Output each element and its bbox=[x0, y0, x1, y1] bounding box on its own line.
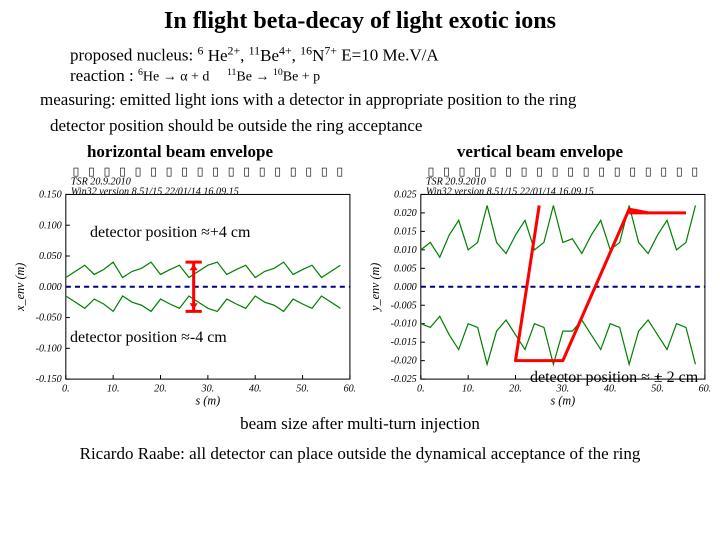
svg-text:-0.050: -0.050 bbox=[36, 313, 62, 324]
svg-text:-0.100: -0.100 bbox=[36, 343, 62, 354]
beam-size-line: beam size after multi-turn injection bbox=[0, 414, 720, 434]
chart-right-title: vertical beam envelope bbox=[360, 142, 720, 162]
svg-text:0.020: 0.020 bbox=[394, 208, 417, 219]
page-title: In flight beta-decay of light exotic ion… bbox=[0, 0, 720, 35]
nuclei-list: 6 He2+, 11Be4+, 16N7+ bbox=[197, 46, 337, 65]
svg-text:0.025: 0.025 bbox=[394, 190, 417, 201]
proposed-prefix: proposed nucleus: bbox=[70, 46, 197, 65]
svg-text:s (m): s (m) bbox=[196, 394, 221, 408]
svg-text:0.010: 0.010 bbox=[394, 245, 417, 256]
annot-right-bot: detector position ≈ ± 2 cm bbox=[530, 369, 698, 387]
energy-suffix: E=10 Me.V/A bbox=[337, 46, 439, 65]
svg-text:0.: 0. bbox=[62, 383, 70, 394]
svg-text:60.: 60. bbox=[699, 383, 710, 394]
chart-left-title: horizontal beam envelope bbox=[0, 142, 360, 162]
reaction-prefix: reaction : bbox=[70, 66, 138, 85]
svg-text:-0.150: -0.150 bbox=[36, 374, 62, 385]
credit-line: Ricardo Raabe: all detector can place ou… bbox=[0, 444, 720, 464]
svg-text:0.: 0. bbox=[417, 383, 425, 394]
svg-text:-0.020: -0.020 bbox=[391, 356, 417, 367]
svg-text:0.005: 0.005 bbox=[394, 263, 417, 274]
svg-text:0.050: 0.050 bbox=[39, 251, 62, 262]
proposed-nucleus-line: proposed nucleus: 6 He2+, 11Be4+, 16N7+ … bbox=[0, 43, 720, 66]
svg-text:0.000: 0.000 bbox=[39, 282, 62, 293]
svg-text:60.: 60. bbox=[344, 383, 355, 394]
svg-text:-0.015: -0.015 bbox=[391, 337, 417, 348]
svg-text:20.: 20. bbox=[509, 383, 522, 394]
svg-text:20.: 20. bbox=[154, 383, 167, 394]
svg-text:-0.005: -0.005 bbox=[391, 300, 417, 311]
svg-text:0.000: 0.000 bbox=[394, 282, 417, 293]
svg-text:-0.025: -0.025 bbox=[391, 374, 417, 385]
detector-position-line: detector position should be outside the … bbox=[0, 116, 720, 136]
chart-right-wrap: TSR 20.9.2010Win32 version 8.51/15 22/01… bbox=[365, 164, 710, 408]
measuring-line: measuring: emitted light ions with a det… bbox=[0, 90, 720, 110]
svg-text:x_env (m): x_env (m) bbox=[13, 263, 27, 312]
charts-container: TSR 20.9.2010Win32 version 8.51/15 22/01… bbox=[0, 164, 720, 408]
svg-text:40.: 40. bbox=[249, 383, 262, 394]
svg-text:s (m): s (m) bbox=[551, 394, 576, 408]
annot-left-bot: detector position ≈-4 cm bbox=[70, 329, 227, 347]
reaction-line: reaction : 6He → α + d 11Be → 10Be + p bbox=[0, 66, 720, 86]
chart-titles-row: horizontal beam envelope vertical beam e… bbox=[0, 142, 720, 162]
svg-text:0.100: 0.100 bbox=[39, 220, 62, 231]
svg-text:50.: 50. bbox=[296, 383, 309, 394]
svg-text:0.015: 0.015 bbox=[394, 226, 417, 237]
chart-left-wrap: TSR 20.9.2010Win32 version 8.51/15 22/01… bbox=[10, 164, 355, 408]
svg-text:y_env (m): y_env (m) bbox=[368, 263, 382, 313]
horizontal-envelope-chart: TSR 20.9.2010Win32 version 8.51/15 22/01… bbox=[10, 164, 355, 408]
svg-text:0.150: 0.150 bbox=[39, 190, 62, 201]
svg-text:-0.010: -0.010 bbox=[391, 319, 417, 330]
svg-text:10.: 10. bbox=[462, 383, 475, 394]
svg-text:10.: 10. bbox=[107, 383, 120, 394]
reaction-formula: 6He → α + d 11Be → 10Be + p bbox=[138, 67, 320, 86]
annot-left-top: detector position ≈+4 cm bbox=[90, 224, 250, 242]
